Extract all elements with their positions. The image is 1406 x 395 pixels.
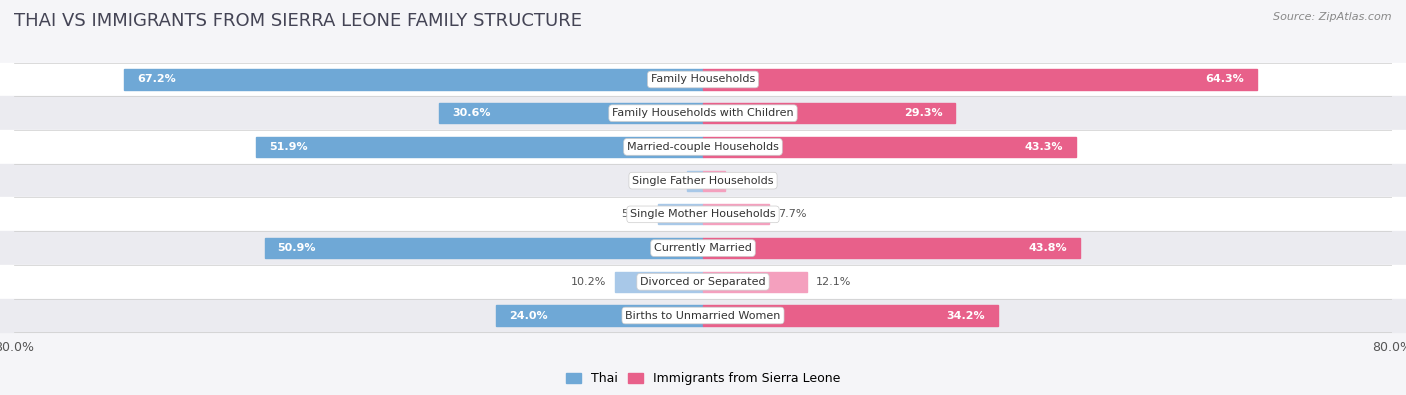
Bar [703,238,1080,258]
Bar [0,198,1406,231]
Text: THAI VS IMMIGRANTS FROM SIERRA LEONE FAMILY STRUCTURE: THAI VS IMMIGRANTS FROM SIERRA LEONE FAM… [14,12,582,30]
Text: Divorced or Separated: Divorced or Separated [640,277,766,287]
Bar [256,137,703,157]
Text: Family Households: Family Households [651,75,755,85]
Text: 12.1%: 12.1% [815,277,851,287]
Bar [0,63,1406,96]
Text: Source: ZipAtlas.com: Source: ZipAtlas.com [1274,12,1392,22]
Text: Births to Unmarried Women: Births to Unmarried Women [626,310,780,320]
Text: 43.8%: 43.8% [1029,243,1067,253]
Text: 24.0%: 24.0% [509,310,548,320]
Bar [0,299,1406,332]
Bar [0,164,1406,198]
Bar [0,96,1406,130]
Bar [703,204,769,224]
Text: 50.9%: 50.9% [277,243,316,253]
Bar [0,130,1406,164]
Bar [703,171,724,191]
Bar [686,171,703,191]
Bar [496,305,703,325]
Bar [0,231,1406,265]
Bar [703,137,1076,157]
Text: 51.9%: 51.9% [269,142,308,152]
Bar [124,70,703,90]
Bar [703,103,955,123]
Text: 1.9%: 1.9% [650,176,678,186]
Bar [703,305,997,325]
Bar [440,103,703,123]
Text: Single Father Households: Single Father Households [633,176,773,186]
Text: Currently Married: Currently Married [654,243,752,253]
Legend: Thai, Immigrants from Sierra Leone: Thai, Immigrants from Sierra Leone [561,367,845,390]
Text: 29.3%: 29.3% [904,108,942,118]
Text: 34.2%: 34.2% [946,310,984,320]
Text: Family Households with Children: Family Households with Children [612,108,794,118]
Bar [616,272,703,292]
Text: 30.6%: 30.6% [453,108,491,118]
Bar [264,238,703,258]
Text: Single Mother Households: Single Mother Households [630,209,776,219]
Text: 5.2%: 5.2% [621,209,650,219]
Text: 2.5%: 2.5% [733,176,762,186]
Bar [703,70,1257,90]
Bar [0,265,1406,299]
Text: Married-couple Households: Married-couple Households [627,142,779,152]
Text: 10.2%: 10.2% [571,277,606,287]
Bar [703,272,807,292]
Text: 43.3%: 43.3% [1025,142,1063,152]
Text: 64.3%: 64.3% [1205,75,1244,85]
Text: 67.2%: 67.2% [138,75,176,85]
Bar [658,204,703,224]
Text: 7.7%: 7.7% [778,209,807,219]
